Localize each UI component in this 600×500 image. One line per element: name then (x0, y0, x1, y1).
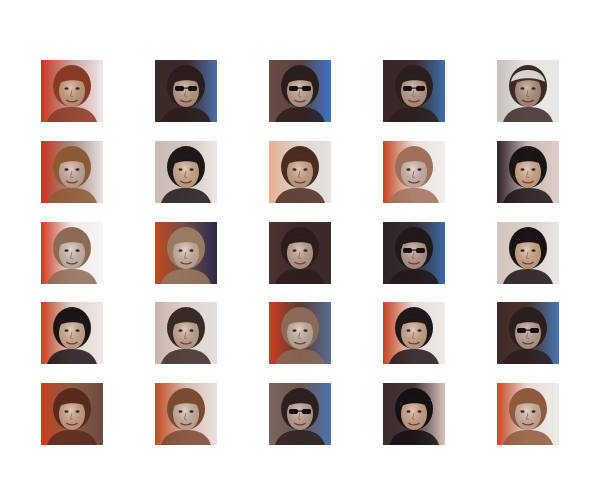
face-thumbnail (155, 383, 217, 445)
face-thumbnail (497, 141, 559, 203)
face-thumbnail (269, 141, 331, 203)
face-thumbnail (41, 60, 103, 122)
face-thumbnail (41, 383, 103, 445)
face-thumbnail (269, 222, 331, 284)
face-thumbnail (383, 141, 445, 203)
face-thumbnail (383, 222, 445, 284)
face-thumbnail (383, 383, 445, 445)
face-thumbnail (497, 60, 559, 122)
face-thumbnail (155, 302, 217, 364)
face-thumbnail (497, 302, 559, 364)
face-thumbnail (41, 302, 103, 364)
face-thumbnail (497, 383, 559, 445)
face-thumbnail (497, 222, 559, 284)
face-thumbnail (269, 60, 331, 122)
face-thumbnail (155, 141, 217, 203)
face-thumbnail (155, 222, 217, 284)
face-thumbnail (383, 60, 445, 122)
face-thumbnail (41, 222, 103, 284)
face-thumbnail (269, 383, 331, 445)
face-thumbnail (41, 141, 103, 203)
face-thumbnail (155, 60, 217, 122)
face-thumbnail (269, 302, 331, 364)
face-thumbnail (383, 302, 445, 364)
